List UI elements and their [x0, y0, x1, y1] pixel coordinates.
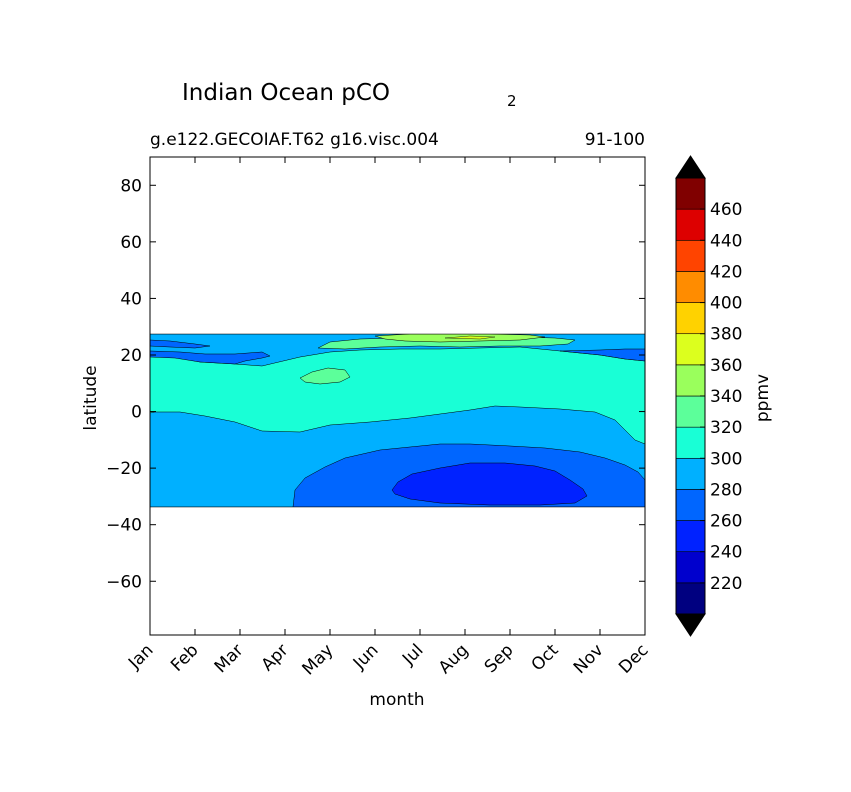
- contour-band-north-west-260-280: [150, 339, 211, 349]
- x-tick-label: Mar: [211, 640, 248, 677]
- x-axis-label: month: [369, 690, 424, 710]
- colorbar-bin: [675, 426, 706, 459]
- chart-title-subscript: 2: [507, 92, 517, 110]
- contour-band-240-260: [391, 462, 588, 506]
- y-axis-label: latitude: [81, 365, 101, 430]
- x-tick-label: Feb: [167, 640, 202, 675]
- colorbar-under-arrow: [675, 613, 706, 637]
- colorbar-tick-label: 400: [710, 294, 742, 314]
- no-data-north: [150, 157, 645, 334]
- colorbar-bin: [675, 364, 706, 397]
- y-tick-label: 80: [120, 176, 142, 196]
- colorbar-tick-label: 360: [710, 356, 742, 376]
- colorbar-bin: [675, 302, 706, 335]
- subtitle-left: g.e122.GECOIAF.T62 g16.visc.004: [150, 130, 439, 150]
- colorbar-tick-label: 320: [710, 418, 742, 438]
- colorbar-tick-label: 280: [710, 480, 742, 500]
- y-tick-label: −20: [106, 459, 142, 479]
- x-tick-label: Dec: [615, 640, 652, 677]
- chart-title: Indian Ocean pCO: [182, 80, 390, 106]
- colorbar-bin: [675, 208, 706, 241]
- colorbar-bin: [675, 177, 706, 210]
- y-tick-label: 20: [120, 346, 142, 366]
- colorbar-tick-label: 420: [710, 262, 742, 282]
- colorbar-bin: [675, 551, 706, 584]
- colorbar-label: ppmv: [753, 374, 773, 422]
- no-data-south: [150, 507, 645, 635]
- contour-fill-group: [150, 157, 645, 635]
- y-tick-label: 0: [131, 403, 142, 423]
- x-tick-label: Nov: [570, 640, 608, 678]
- plot-frame: [149, 156, 646, 636]
- colorbar-tick-label: 260: [710, 512, 742, 532]
- colorbar-tick-label: 380: [710, 325, 742, 345]
- colorbar-tick-label: 240: [710, 543, 742, 563]
- contour-band-north-east-260-280: [559, 348, 645, 362]
- y-tick-label: 40: [120, 289, 142, 309]
- colorbar-tick-label: 440: [710, 231, 742, 251]
- colorbar-tick-label: 300: [710, 449, 742, 469]
- colorbar-bin: [675, 582, 706, 615]
- colorbar-bin: [675, 520, 706, 553]
- colorbar-bin: [675, 489, 706, 521]
- x-tick-label: Sep: [481, 640, 518, 677]
- contour-band-north-260-280: [150, 350, 271, 365]
- contour-band-360-380: [444, 335, 496, 340]
- colorbar-bin: [675, 457, 706, 490]
- colorbar-over-arrow: [675, 155, 706, 179]
- colorbar-bin: [675, 239, 706, 272]
- colorbar-bin: [675, 271, 706, 303]
- x-tick-label: Oct: [528, 640, 563, 675]
- colorbar: 220 240 260 280 300 320 340 360 380 400 420 440 460: [675, 155, 742, 637]
- colorbar-tick-label: 340: [710, 387, 742, 407]
- x-tick-label: Aug: [435, 640, 473, 678]
- x-tick-label: Jul: [398, 640, 427, 669]
- x-tick-label: Jun: [349, 640, 383, 674]
- subtitle-right: 91-100: [585, 130, 645, 150]
- y-axis: 80 60 40 20 0 −20 −40 −60: [106, 176, 645, 592]
- contour-band-320-340-b: [299, 367, 351, 385]
- x-tick-label: May: [299, 640, 338, 679]
- y-tick-label: −40: [106, 516, 142, 536]
- y-tick-label: −60: [106, 572, 142, 592]
- x-tick-label: Apr: [258, 640, 293, 675]
- colorbar-tick-label: 220: [710, 574, 742, 594]
- colorbar-bin: [675, 395, 706, 428]
- colorbar-bin: [675, 333, 706, 366]
- colorbar-tick-label: 460: [710, 200, 742, 220]
- x-tick-label: Jan: [124, 640, 157, 673]
- y-tick-label: 60: [120, 233, 142, 253]
- contour-band-300-320: [150, 346, 645, 445]
- plot-area: [149, 156, 646, 636]
